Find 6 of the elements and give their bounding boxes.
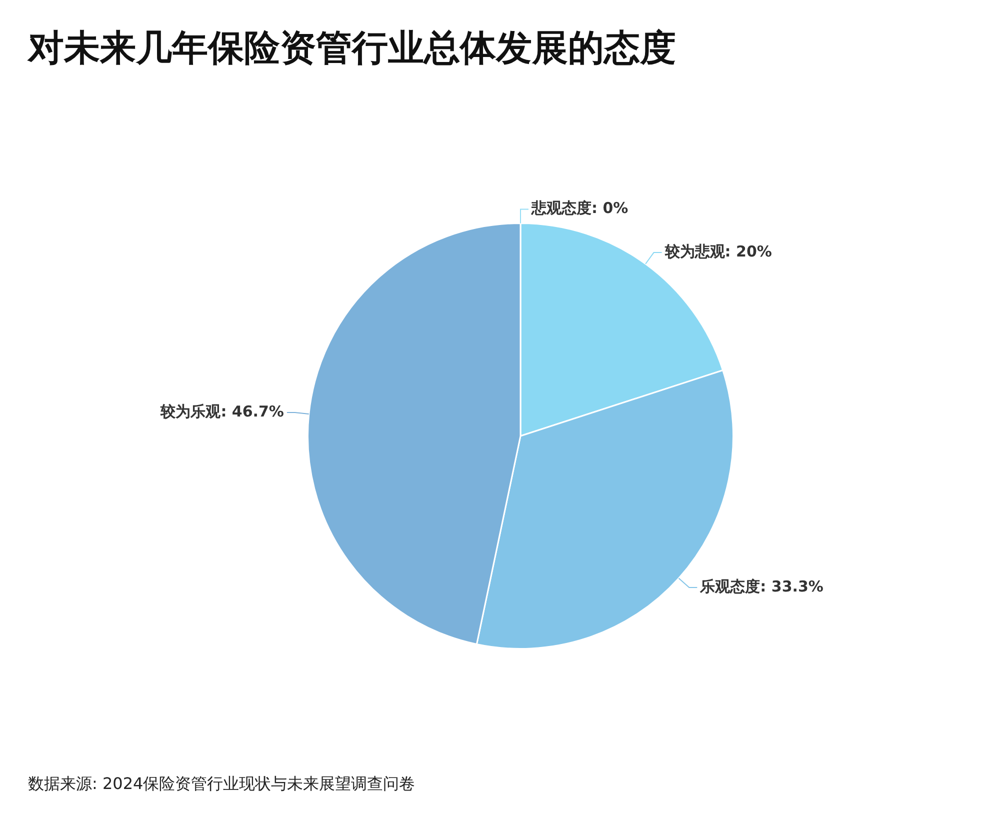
chart-title: 对未来几年保险资管行业总体发展的态度 (28, 27, 676, 71)
slice-label: 较为乐观: 46.7% (160, 402, 284, 420)
legend-label: 悲观态度: 0% (530, 199, 628, 218)
slice-label: 较为悲观: 20% (664, 242, 772, 260)
slice-label: 乐观态度: 33.3% (699, 577, 824, 596)
source-note: 数据来源: 2024保险资管行业现状与未来展望调查问卷 (28, 774, 416, 795)
